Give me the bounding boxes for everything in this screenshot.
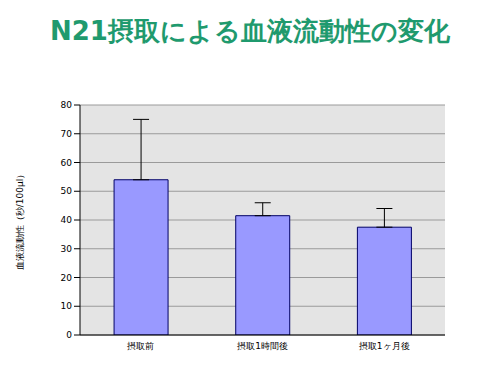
svg-text:20: 20 <box>61 273 73 283</box>
svg-text:30: 30 <box>61 244 73 254</box>
svg-text:摂取1時間後: 摂取1時間後 <box>237 341 288 351</box>
svg-text:摂取1ヶ月後: 摂取1ヶ月後 <box>359 341 410 351</box>
svg-text:80: 80 <box>61 100 73 110</box>
html-text:N21摂取による血液流動性の変化: N21摂取による血液流動性の変化 <box>50 16 450 46</box>
svg-text:0: 0 <box>66 330 72 340</box>
svg-text:40: 40 <box>61 215 73 225</box>
svg-text:10: 10 <box>61 301 73 311</box>
svg-text:50: 50 <box>61 186 73 196</box>
svg-text:70: 70 <box>61 129 73 139</box>
svg-text:60: 60 <box>61 158 73 168</box>
svg-text:血液流動性（秒/100μl）: 血液流動性（秒/100μl） <box>15 170 25 270</box>
svg-text:摂取前: 摂取前 <box>127 341 154 351</box>
